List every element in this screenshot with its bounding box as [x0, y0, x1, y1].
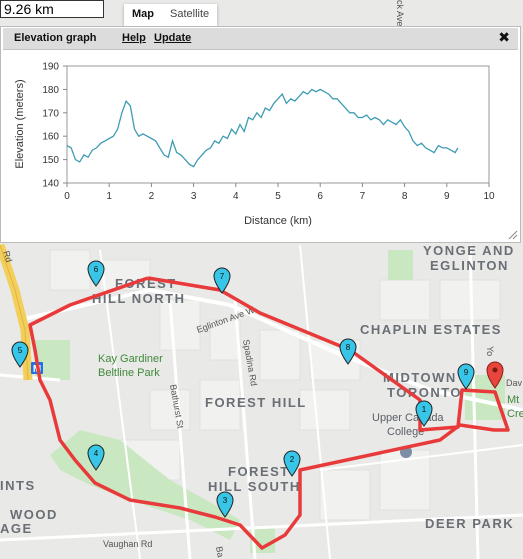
total-distance-display: 9.26 km — [0, 0, 104, 18]
elevation-chart: 0 1 2 3 4 5 6 7 8 9 10 190 180 170 160 150 140 Distance … — [14, 62, 495, 228]
y-tick-label: 140 — [42, 179, 59, 190]
svg-text:3: 3 — [223, 496, 228, 505]
map-label: Beltline Park — [98, 367, 160, 379]
map-label: Kay Gardiner — [98, 353, 163, 365]
svg-text:5: 5 — [18, 346, 23, 355]
map-type-control: Map Satellite — [124, 4, 218, 26]
map-label: Cre — [507, 408, 523, 420]
map-label: EGLINTON — [430, 258, 509, 273]
x-tick-label: 6 — [317, 191, 323, 202]
svg-text:8: 8 — [346, 343, 351, 352]
elevation-panel-header: Elevation graph Help Update ✖ — [3, 28, 518, 50]
roads — [0, 244, 523, 559]
street-label: Dav — [506, 378, 523, 388]
city-blocks — [49, 249, 501, 521]
map-label: CHAPLIN ESTATES — [360, 322, 502, 337]
park-labels: Kay Gardiner Beltline Park Mt Cre — [98, 353, 523, 420]
elevation-panel: Elevation graph Help Update ✖ 0 1 2 3 4 5 6 7 8 9… — [0, 26, 521, 243]
map-label: Upper Canada — [372, 412, 444, 424]
map-label: DEER PARK — [425, 516, 514, 531]
svg-text:7: 7 — [220, 272, 225, 281]
street-label: Rd — [1, 250, 14, 264]
y-axis-label: Elevation (meters) — [14, 79, 26, 168]
map-label: HILL NORTH — [92, 291, 185, 306]
waypoint-marker-9[interactable]: 9 — [457, 363, 475, 390]
waypoint-marker-8[interactable]: 8 — [339, 338, 357, 365]
map-label: College — [387, 426, 424, 438]
help-link[interactable]: Help — [122, 32, 146, 44]
resize-grip-icon[interactable] — [508, 230, 518, 240]
x-tick-label: 9 — [444, 191, 450, 202]
x-tick-label: 2 — [149, 191, 155, 202]
svg-text:2: 2 — [290, 455, 295, 464]
x-tick-label: 5 — [275, 191, 281, 202]
svg-text:1: 1 — [422, 405, 427, 414]
map-type-satellite-button[interactable]: Satellite — [170, 8, 210, 20]
map-label: HILL SOUTH — [208, 479, 301, 494]
y-tick-label: 180 — [42, 85, 59, 96]
y-tick-label: 160 — [42, 132, 59, 143]
street-label: ck Ave — [395, 0, 405, 26]
y-tick-label: 170 — [42, 108, 59, 119]
x-tick-label: 7 — [360, 191, 366, 202]
waypoint-markers: 1 2 3 4 5 6 7 8 — [11, 260, 504, 518]
waypoint-marker-7[interactable]: 7 — [213, 267, 231, 294]
x-axis-label: Distance (km) — [244, 215, 312, 227]
waypoint-marker-6[interactable]: 6 — [87, 260, 105, 287]
street-label: Ba — [214, 546, 226, 559]
update-link[interactable]: Update — [154, 32, 192, 44]
y-tick-label: 150 — [42, 155, 59, 166]
map-label: WOOD — [10, 507, 58, 522]
map-label: MIDTOWN — [383, 370, 457, 385]
plot-area — [66, 65, 490, 184]
elevation-series-line — [66, 88, 459, 168]
x-tick-label: 1 — [106, 191, 112, 202]
y-tick-label: 190 — [42, 62, 59, 73]
x-tick-label: 0 — [64, 191, 70, 202]
waypoint-marker-2[interactable]: 2 — [283, 450, 301, 477]
svg-text:4: 4 — [94, 449, 99, 458]
street-label: Vaughan Rd — [103, 539, 152, 549]
waypoint-marker-1[interactable]: 1 — [415, 400, 433, 427]
map-label: AGE — [0, 521, 33, 536]
route-line[interactable] — [28, 276, 510, 550]
elevation-panel-title: Elevation graph — [14, 32, 97, 44]
street-label: Yo — [485, 346, 495, 356]
map-label: INTS — [0, 478, 36, 493]
x-tick-label: 3 — [191, 191, 197, 202]
svg-text:9: 9 — [464, 368, 469, 377]
map-label: FOREST HILL — [205, 395, 307, 410]
waypoint-marker-3[interactable]: 3 — [216, 491, 234, 518]
x-tick-label: 10 — [483, 191, 495, 202]
map-label: TORONTO — [387, 385, 462, 400]
map-type-map-button[interactable]: Map — [132, 8, 154, 20]
waypoint-marker-4[interactable]: 4 — [87, 444, 105, 471]
close-icon[interactable]: ✖ — [498, 30, 510, 46]
svg-text:6: 6 — [94, 265, 99, 274]
chart-axes: 0 1 2 3 4 5 6 7 8 9 10 190 180 170 160 150 140 — [42, 62, 495, 203]
map-label: YONGE AND — [423, 243, 515, 258]
start-marker[interactable] — [486, 361, 504, 389]
map-label: FOREST — [228, 464, 290, 479]
x-tick-label: 8 — [402, 191, 408, 202]
map-label: Mt — [507, 394, 519, 406]
x-tick-label: 4 — [233, 191, 239, 202]
waypoint-marker-5[interactable]: 5 — [11, 341, 29, 368]
